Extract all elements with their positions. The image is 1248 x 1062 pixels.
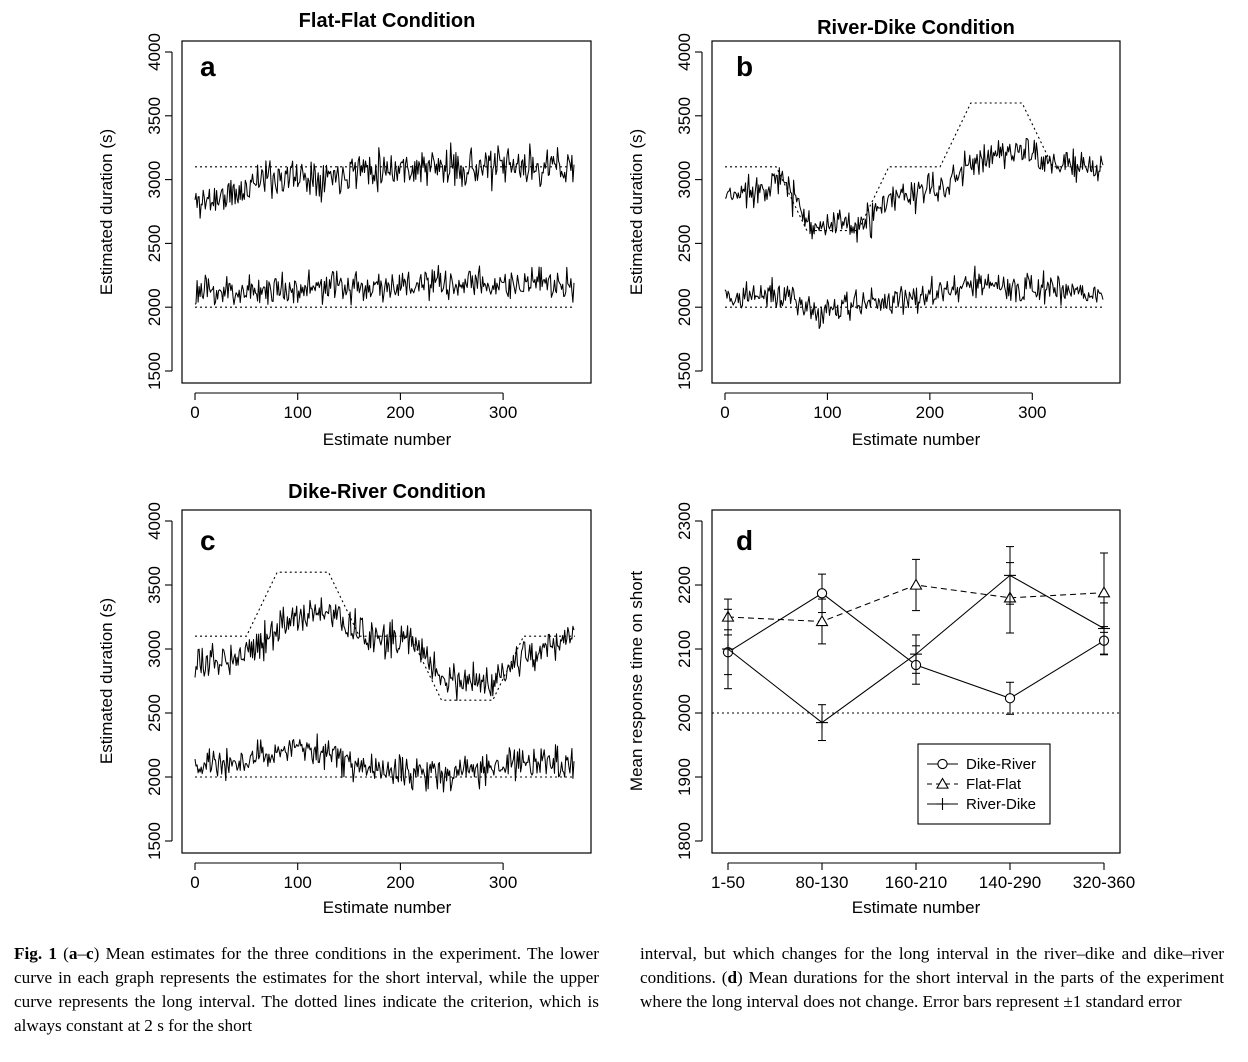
x-tick-label: 200: [916, 403, 944, 422]
x-tick-label: 200: [386, 403, 414, 422]
caption-left-column: Fig. 1 (a–c) Mean estimates for the thre…: [14, 942, 599, 1038]
panel-d-letter: d: [736, 525, 753, 556]
y-tick-label: 1500: [145, 822, 164, 860]
y-tick-label: 4000: [145, 502, 164, 540]
criterion-line-0: [725, 102, 1104, 232]
caption-bold-ref: d: [727, 968, 738, 987]
y-tick-label: 3000: [145, 161, 164, 199]
caption-bold-ref: Fig. 1: [14, 944, 57, 963]
x-tick-label: 300: [1018, 403, 1046, 422]
data-point-marker: [1098, 622, 1110, 635]
x-tick-label: 100: [284, 403, 312, 422]
legend-label: Dike-River: [966, 756, 1036, 773]
x-tick-label: 0: [190, 873, 199, 892]
short-interval-series-line: [194, 264, 575, 306]
x-tick-label: 140-290: [979, 873, 1041, 892]
x-tick-label: 0: [190, 403, 199, 422]
short-interval-series-line: [724, 265, 1104, 330]
data-point-marker: [722, 643, 734, 655]
legend-marker: [936, 798, 949, 810]
panel-b-letter: b: [736, 51, 753, 82]
x-tick-label: 320-360: [1073, 873, 1135, 892]
panel-a-letter: a: [200, 51, 216, 82]
caption-bold-ref: a: [68, 944, 78, 963]
panel-c-ylabel: Estimated duration (s): [97, 598, 116, 764]
data-point-marker: [910, 648, 922, 661]
y-tick-label: 2000: [675, 288, 694, 326]
panel-c-letter: c: [200, 525, 216, 556]
y-tick-label: 2500: [145, 224, 164, 262]
long-interval-series-line: [194, 142, 575, 219]
y-tick-label: 1900: [675, 758, 694, 796]
short-interval-series-line: [194, 733, 575, 793]
x-tick-label: 100: [284, 873, 312, 892]
data-point-marker: [909, 578, 923, 590]
y-tick-label: 1500: [145, 352, 164, 390]
panel-b-xlabel: Estimate number: [852, 430, 981, 449]
y-tick-label: 1800: [675, 822, 694, 860]
x-tick-label: 100: [813, 403, 841, 422]
panel-a-xlabel: Estimate number: [323, 430, 452, 449]
caption-text: Fig. 1 (a–c) Mean estimates for the thre…: [14, 944, 599, 1035]
y-tick-label: 3500: [145, 97, 164, 135]
panel-a-title: Flat-Flat Condition: [299, 10, 476, 32]
plot-frame: [711, 509, 1121, 854]
panel-d-ylabel: Mean response time on short: [627, 571, 646, 791]
y-tick-label: 2300: [675, 502, 694, 540]
y-tick-label: 2000: [145, 288, 164, 326]
data-point-marker: [816, 716, 828, 729]
panel-b-title: River-Dike Condition: [817, 17, 1015, 39]
caption-bold-ref: c: [86, 944, 94, 963]
data-point-marker: [1097, 586, 1111, 598]
legend: Dike-River Flat-Flat River-Dike: [917, 743, 1051, 825]
panel-d-xlabel: Estimate number: [852, 898, 981, 917]
legend-label: Flat-Flat: [966, 776, 1022, 793]
x-tick-label: 200: [386, 873, 414, 892]
panel-c-title: Dike-River Condition: [288, 481, 486, 503]
y-tick-label: 3000: [675, 161, 694, 199]
data-point-marker: [816, 588, 828, 599]
y-tick-label: 2000: [675, 694, 694, 732]
y-tick-label: 3000: [145, 630, 164, 668]
y-tick-label: 3500: [675, 97, 694, 135]
long-interval-series-line: [724, 137, 1104, 243]
panel-a-flat-flat: Flat-Flat Condition a Estimate number Es…: [97, 10, 592, 449]
x-tick-label: 0: [720, 403, 729, 422]
plot-frame: [181, 509, 592, 854]
y-tick-label: 2200: [675, 566, 694, 604]
panel-d-short-interval-means: d Estimate number Mean response time on …: [627, 502, 1135, 917]
plot-frame: [711, 40, 1121, 384]
panel-b-river-dike: River-Dike Condition b Estimate number E…: [627, 17, 1121, 449]
x-tick-label: 160-210: [885, 873, 947, 892]
y-tick-label: 2500: [145, 694, 164, 732]
panel-c-dike-river: Dike-River Condition c Estimate number E…: [97, 481, 592, 917]
legend-label: River-Dike: [966, 796, 1036, 813]
x-tick-label: 300: [489, 403, 517, 422]
series-river-dike: [722, 546, 1110, 742]
y-tick-label: 2000: [145, 758, 164, 796]
y-tick-label: 2500: [675, 224, 694, 262]
data-point-marker: [1004, 693, 1016, 704]
long-interval-series-line: [194, 597, 575, 701]
x-tick-label: 1-50: [711, 873, 745, 892]
panel-b-ylabel: Estimated duration (s): [627, 129, 646, 295]
x-tick-label: 80-130: [796, 873, 849, 892]
y-tick-label: 4000: [145, 33, 164, 71]
y-tick-label: 2100: [675, 630, 694, 668]
y-tick-label: 1500: [675, 352, 694, 390]
data-point-marker: [815, 614, 829, 627]
figure-canvas: Flat-Flat Condition a Estimate number Es…: [97, 10, 1135, 917]
plot-frame: [181, 40, 592, 384]
data-point-marker: [1004, 569, 1016, 582]
panel-a-ylabel: Estimated duration (s): [97, 129, 116, 295]
y-tick-label: 3500: [145, 566, 164, 604]
legend-marker: [937, 758, 948, 770]
caption-text-continued: interval, but which changes for the long…: [640, 944, 1224, 1011]
legend-marker: [936, 777, 949, 789]
criterion-line-0: [195, 571, 575, 701]
x-tick-label: 300: [489, 873, 517, 892]
panel-c-xlabel: Estimate number: [323, 898, 452, 917]
caption-right-column: interval, but which changes for the long…: [640, 942, 1224, 1014]
y-tick-label: 4000: [675, 33, 694, 71]
